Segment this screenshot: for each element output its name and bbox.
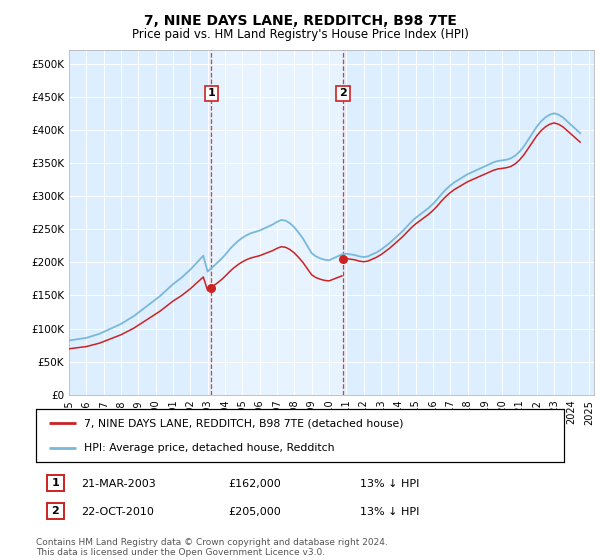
Text: 1: 1 <box>208 88 215 99</box>
Text: £205,000: £205,000 <box>228 507 281 517</box>
Text: 21-MAR-2003: 21-MAR-2003 <box>81 479 156 489</box>
Text: 22-OCT-2010: 22-OCT-2010 <box>81 507 154 517</box>
Text: 13% ↓ HPI: 13% ↓ HPI <box>360 507 419 517</box>
Text: £162,000: £162,000 <box>228 479 281 489</box>
Text: 1: 1 <box>52 478 59 488</box>
Text: 7, NINE DAYS LANE, REDDITCH, B98 7TE (detached house): 7, NINE DAYS LANE, REDDITCH, B98 7TE (de… <box>83 418 403 428</box>
Bar <box>211 50 343 395</box>
Text: Contains HM Land Registry data © Crown copyright and database right 2024.
This d: Contains HM Land Registry data © Crown c… <box>36 538 388 557</box>
Text: 2: 2 <box>52 506 59 516</box>
Text: 2: 2 <box>339 88 347 99</box>
Text: 7, NINE DAYS LANE, REDDITCH, B98 7TE: 7, NINE DAYS LANE, REDDITCH, B98 7TE <box>143 14 457 28</box>
Text: Price paid vs. HM Land Registry's House Price Index (HPI): Price paid vs. HM Land Registry's House … <box>131 28 469 41</box>
Text: 13% ↓ HPI: 13% ↓ HPI <box>360 479 419 489</box>
Text: HPI: Average price, detached house, Redditch: HPI: Average price, detached house, Redd… <box>83 442 334 452</box>
